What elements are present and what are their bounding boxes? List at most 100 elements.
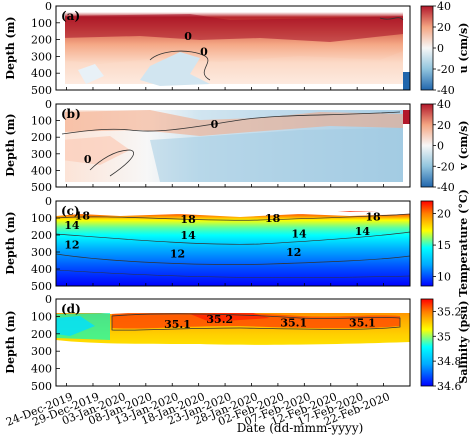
contour-label: 18	[180, 213, 196, 226]
panel-b-contour-labels: 00	[84, 118, 219, 166]
colorbar-tick-label: 20	[437, 21, 451, 34]
colorbar-tick-label: 34.8	[437, 355, 462, 368]
panel-d-tag: (d)	[61, 302, 81, 316]
panel-d-contour-labels: 35.1 35.2 35.1 35.1	[164, 313, 376, 331]
contour-label: 14	[64, 219, 80, 232]
colorbar-a-label: u (cm/s)	[457, 23, 470, 74]
contour-label: 0	[200, 45, 208, 58]
colorbar-tick-label: -40	[437, 181, 455, 194]
contour-label: 35.1	[280, 316, 307, 329]
contour-label: 14	[180, 229, 196, 242]
panel-a-tag: (a)	[61, 9, 80, 23]
y-tick-label: 300	[31, 148, 52, 161]
panel-c-tag: (c)	[61, 204, 80, 218]
colorbar-d	[420, 298, 434, 387]
y-tick-label: 100	[31, 212, 52, 225]
y-tick-label: 100	[31, 17, 52, 30]
panel-a-field	[56, 6, 410, 90]
panel-d-ylabel: Depth (m)	[4, 310, 17, 373]
colorbar-tick-label: -20	[437, 63, 455, 76]
contour-label: 0	[84, 153, 92, 166]
colorbar-tick-label: 34.6	[437, 380, 462, 393]
y-tick-label: 300	[31, 50, 52, 63]
y-tick-label: 500	[31, 84, 52, 97]
y-tick-label: 0	[45, 293, 52, 306]
panel-d: (d) 0 100 200 300 400 500 35.1 35.2 35.1 35.1 De…	[4, 293, 470, 393]
y-tick-label: 100	[31, 115, 52, 128]
y-tick-label: 200	[31, 131, 52, 144]
contour-label: 0	[184, 30, 192, 43]
colorbar-tick-label: -40	[437, 84, 455, 97]
y-tick-label: 400	[31, 263, 52, 276]
y-tick-label: 400	[31, 67, 52, 80]
y-tick-label: 100	[31, 310, 52, 323]
contour-label: 14	[355, 225, 371, 238]
x-axis-label: Date (dd-mmm-yyyy)	[237, 421, 364, 435]
panel-c-field	[56, 201, 410, 286]
panel-d-yaxis: 0 100 200 300 400 500	[31, 293, 60, 393]
colorbar-c-label: Temperature (°C)	[457, 189, 470, 297]
colorbar-tick-label: 40	[437, 98, 451, 111]
colorbar-tick-label: 40	[437, 0, 451, 13]
colorbar-b-ticks: 40 20 0 -20 -40	[433, 98, 455, 194]
panel-c-yaxis: 0 100 200 300 400 500	[31, 195, 60, 293]
contour-label: 35.1	[349, 316, 376, 329]
contour-label: 14	[291, 227, 307, 240]
contour-label: 18	[265, 212, 281, 225]
colorbar-tick-label: 35	[437, 330, 451, 343]
panel-a-yaxis: 0 100 200 300 400 500	[31, 0, 60, 97]
contour-label: 18	[75, 209, 91, 222]
colorbar-d-ticks: 35.2 35 34.8 34.6	[433, 305, 462, 393]
panel-d-field	[56, 299, 410, 386]
y-tick-label: 200	[31, 34, 52, 47]
panel-b-field	[56, 104, 410, 187]
y-tick-label: 200	[31, 229, 52, 242]
colorbar-tick-label: 35.2	[437, 305, 462, 318]
colorbar-b-label: v (cm/s)	[457, 120, 470, 170]
colorbar-tick-label: 20	[437, 119, 451, 132]
y-tick-label: 500	[31, 181, 52, 194]
contour-label: 35.2	[206, 313, 233, 326]
panel-d-frame	[55, 298, 411, 387]
panel-a-ylabel: Depth (m)	[4, 16, 17, 79]
contour-label: 12	[64, 238, 79, 251]
y-tick-label: 400	[31, 164, 52, 177]
contour-label: 12	[170, 248, 185, 261]
panel-c-frame	[55, 200, 411, 287]
y-tick-label: 300	[31, 345, 52, 358]
y-tick-label: 500	[31, 380, 52, 393]
y-tick-label: 200	[31, 328, 52, 341]
panel-b-tag: (b)	[61, 107, 81, 121]
colorbar-b	[420, 103, 434, 188]
contour-label: 18	[365, 210, 381, 223]
y-tick-label: 0	[45, 0, 52, 13]
contour-label: 35.1	[164, 318, 191, 331]
colorbar-d-label: Salinity (psu)	[457, 300, 470, 383]
panel-b-ylabel: Depth (m)	[4, 113, 17, 176]
colorbar-tick-label: -20	[437, 160, 455, 173]
y-tick-label: 500	[31, 280, 52, 293]
colorbar-tick-label: 20	[437, 208, 451, 221]
colorbar-a-ticks: 40 20 0 -20 -40	[433, 0, 455, 97]
panel-a-frame	[55, 5, 411, 91]
y-tick-label: 0	[45, 98, 52, 111]
colorbar-a	[420, 5, 434, 91]
colorbar-c-ticks: 20 15 10	[433, 208, 451, 284]
y-tick-label: 300	[31, 246, 52, 259]
panel-b-frame	[55, 103, 411, 188]
contour-label: 0	[211, 118, 219, 131]
panel-b-yaxis: 0 100 200 300 400 500	[31, 98, 60, 194]
panel-c-ylabel: Depth (m)	[4, 211, 17, 274]
colorbar-c	[420, 200, 434, 287]
colorbar-tick-label: 0	[437, 42, 444, 55]
y-tick-label: 400	[31, 363, 52, 376]
colorbar-tick-label: 15	[437, 239, 451, 252]
colorbar-tick-label: 10	[437, 271, 451, 284]
colorbar-tick-label: 0	[437, 140, 444, 153]
y-tick-label: 0	[45, 195, 52, 208]
